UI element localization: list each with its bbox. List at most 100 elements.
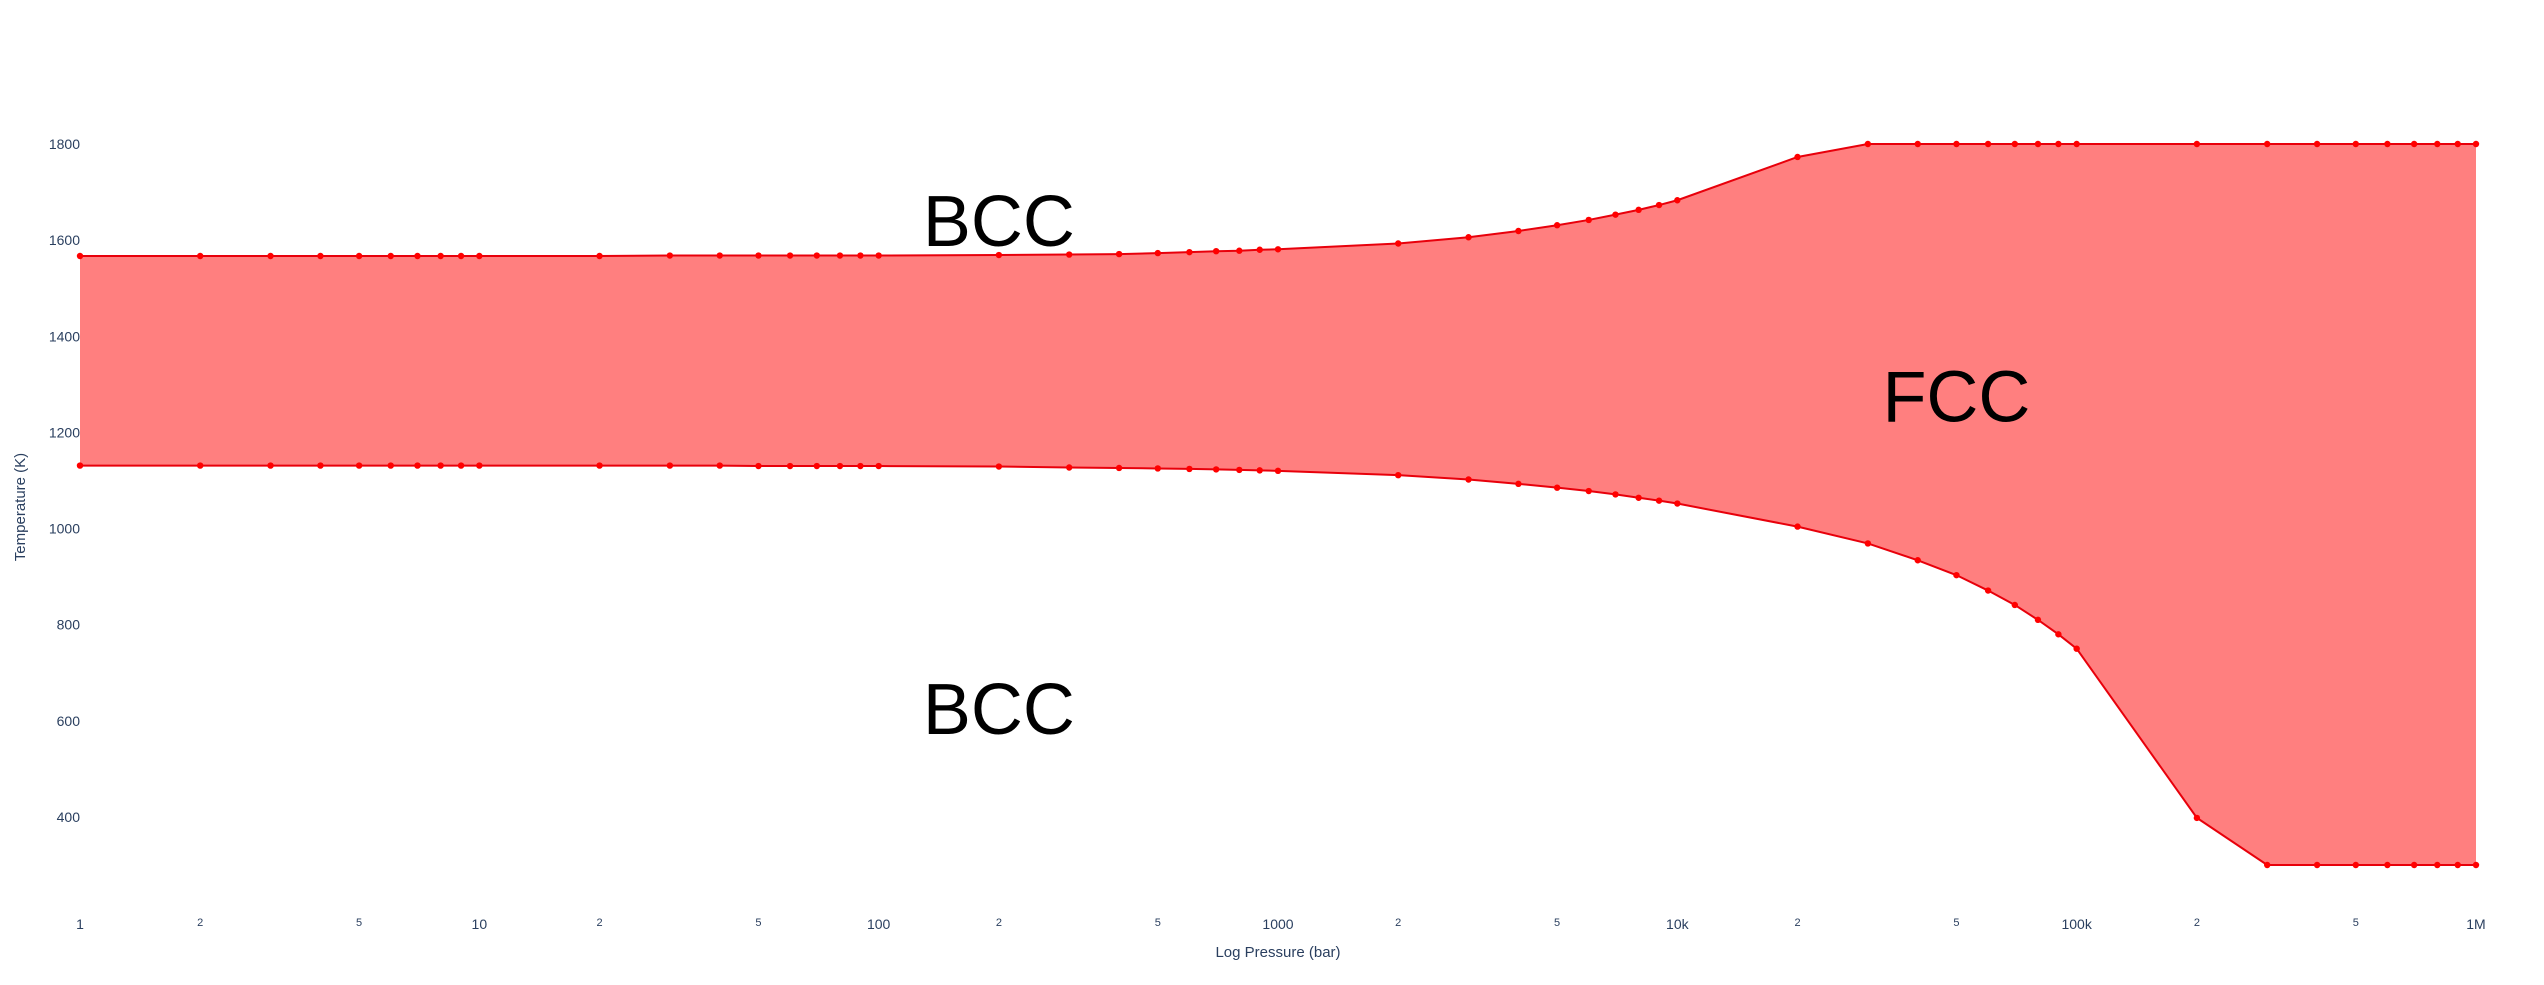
lower-data-point [197,462,204,469]
upper-data-point [267,252,274,260]
upper-data-point [857,252,864,259]
upper-data-point [1655,201,1663,209]
upper-data-point [2313,140,2321,148]
lower-data-point [1212,466,1220,473]
upper-data-point [1553,222,1561,229]
lower-data-point [2454,861,2461,869]
lower-data-point [1914,557,1921,564]
lower-data-point [1612,491,1619,498]
x-axis-ticks: 1 2 5 10 2 5 100 2 5 1000 2 5 10k 2 5 100k 2 5 1M [76,916,2486,932]
plot-area [76,140,2480,869]
upper-data-point [786,252,794,259]
lower-data-point [476,462,483,469]
lower-data-point [875,462,882,470]
upper-data-point [1274,246,1282,253]
x-tick-label: 2 [1794,917,1800,929]
upper-data-point [457,252,465,260]
lower-data-point [317,462,324,469]
x-tick-label: 5 [1155,917,1161,929]
upper-data-point [1585,216,1592,224]
upper-data-point [716,252,723,259]
lower-data-point [2011,601,2019,609]
lower-data-point [267,462,274,469]
upper-data-point [2011,140,2019,148]
x-tick-label: 2 [1395,917,1401,929]
upper-data-point [1515,227,1522,235]
upper-data-point [1984,140,1992,148]
upper-data-point [1465,234,1472,241]
y-tick-label: 1800 [49,136,80,152]
x-tick-label: 2 [996,917,1002,929]
x-tick-label: 2 [596,917,602,929]
upper-data-point [1794,153,1801,161]
lower-data-point [1635,494,1642,501]
lower-data-point [76,462,84,469]
lower-data-point [2073,645,2080,652]
lower-data-point [995,463,1003,470]
x-tick-label: 5 [1953,917,1959,929]
lower-data-point [716,462,723,469]
x-tick-label: 1 [76,916,84,932]
x-tick-label: 5 [1554,917,1560,929]
upper-data-point [1635,206,1642,214]
lower-data-point [1154,465,1161,472]
upper-data-point [1212,247,1220,255]
lower-data-point [457,462,465,469]
upper-data-point [755,252,762,259]
upper-data-point [2472,140,2480,148]
lower-data-point [1465,476,1472,483]
phase-labels: BCC FCC BCC [923,182,2031,750]
lower-data-point [437,462,444,469]
upper-data-point [836,252,844,259]
lower-data-point [2434,861,2441,869]
upper-data-point [875,252,882,259]
upper-data-point [2454,140,2461,148]
lower-data-point [786,462,794,470]
lower-data-point [2472,861,2480,869]
lower-data-point [1674,500,1681,507]
x-tick-label: 10 [472,916,488,932]
lower-data-point [2034,616,2042,624]
upper-data-point [666,252,674,259]
y-axis-title: Temperature (K) [12,453,29,561]
y-tick-label: 800 [57,617,81,633]
upper-data-point [2410,140,2418,148]
lower-data-point [1655,497,1663,504]
lower-data-point [355,462,363,469]
phase-label-bcc: BCC [923,182,1075,262]
upper-data-point [1953,140,1960,148]
lower-data-point [1186,465,1193,473]
lower-data-point [666,462,674,469]
upper-data-point [197,252,204,260]
lower-data-point [2193,814,2201,822]
lower-data-point [1236,466,1243,474]
lower-data-point [1065,464,1073,471]
lower-data-point [414,462,421,469]
lower-data-point [2384,861,2391,869]
x-tick-label: 1000 [1262,916,1293,932]
upper-data-point [1864,140,1872,148]
upper-data-point [1674,197,1681,204]
upper-data-point [437,252,444,260]
lower-data-point [755,462,762,470]
y-tick-label: 1600 [49,232,80,248]
upper-data-point [2034,140,2042,148]
upper-data-point [76,252,84,260]
upper-data-point [355,252,363,260]
lower-data-point [857,462,864,470]
lower-data-point [2055,631,2062,638]
upper-data-point [2193,140,2201,148]
upper-data-point [1154,249,1161,257]
x-tick-label: 100k [2061,916,2092,932]
upper-data-point [414,252,421,260]
upper-data-point [476,252,483,260]
data-markers [76,140,2480,869]
upper-data-point [317,252,324,260]
lower-data-point [1984,587,1992,594]
x-tick-label: 5 [2353,917,2359,929]
upper-data-point [1612,211,1619,218]
x-tick-label: 5 [755,917,761,929]
upper-data-point [1186,248,1193,256]
lower-data-point [1585,487,1592,495]
x-tick-label: 5 [356,917,362,929]
